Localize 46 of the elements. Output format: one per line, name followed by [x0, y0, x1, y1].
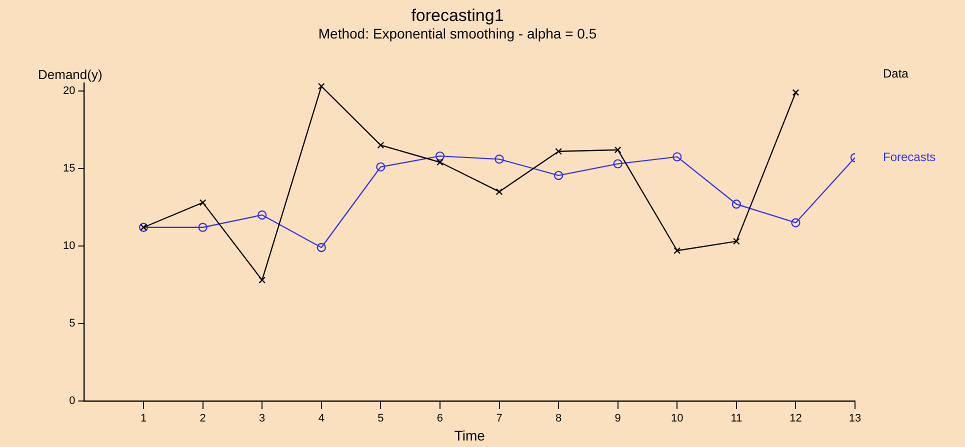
point	[199, 199, 206, 206]
y-tick-label: 15	[62, 162, 76, 174]
point	[554, 170, 564, 180]
point	[494, 154, 504, 164]
point	[555, 148, 562, 155]
point	[198, 222, 208, 232]
y-tick-label: 20	[62, 84, 76, 97]
x-tick-label: 8	[555, 412, 562, 425]
y-tick-label: 0	[69, 395, 76, 408]
point	[377, 142, 384, 149]
chart-title: forecasting1	[411, 6, 504, 25]
point	[792, 89, 800, 96]
x-tick-label: 10	[671, 412, 684, 425]
x-tick-label: 4	[318, 412, 324, 425]
point	[613, 159, 622, 168]
x-tick-label: 6	[436, 412, 444, 425]
x-tick-label: 11	[730, 412, 742, 425]
chart-subtitle: Method: Exponential smoothing - alpha = 0.5	[318, 26, 597, 42]
text: Data	[883, 66, 909, 80]
point	[258, 210, 267, 220]
point	[672, 152, 682, 162]
point	[791, 218, 800, 228]
point	[732, 238, 740, 245]
point	[674, 247, 681, 254]
y-tick-label: 5	[69, 318, 76, 330]
point	[376, 162, 386, 172]
x-tick-label: 13	[848, 412, 862, 425]
y-tick-label: 10	[62, 240, 76, 252]
x-axis-title: Time	[454, 427, 486, 444]
point	[496, 188, 503, 196]
point	[258, 276, 266, 284]
x-tick-label: 2	[200, 412, 206, 425]
x-tick-label: 7	[496, 412, 502, 425]
x-tick-label: 9	[614, 412, 621, 425]
point	[732, 200, 742, 209]
point	[435, 151, 445, 161]
x-tick-label: 3	[259, 412, 266, 425]
x-tick-label: 12	[790, 412, 802, 425]
text: Forecasts	[883, 150, 936, 164]
x-tick-label: 5	[378, 412, 384, 425]
y-axis-title: Demand(y)	[38, 67, 102, 82]
point	[614, 146, 622, 154]
point	[318, 83, 325, 90]
point	[316, 242, 326, 252]
point	[436, 158, 444, 166]
x-tick-label: 1	[140, 412, 147, 425]
